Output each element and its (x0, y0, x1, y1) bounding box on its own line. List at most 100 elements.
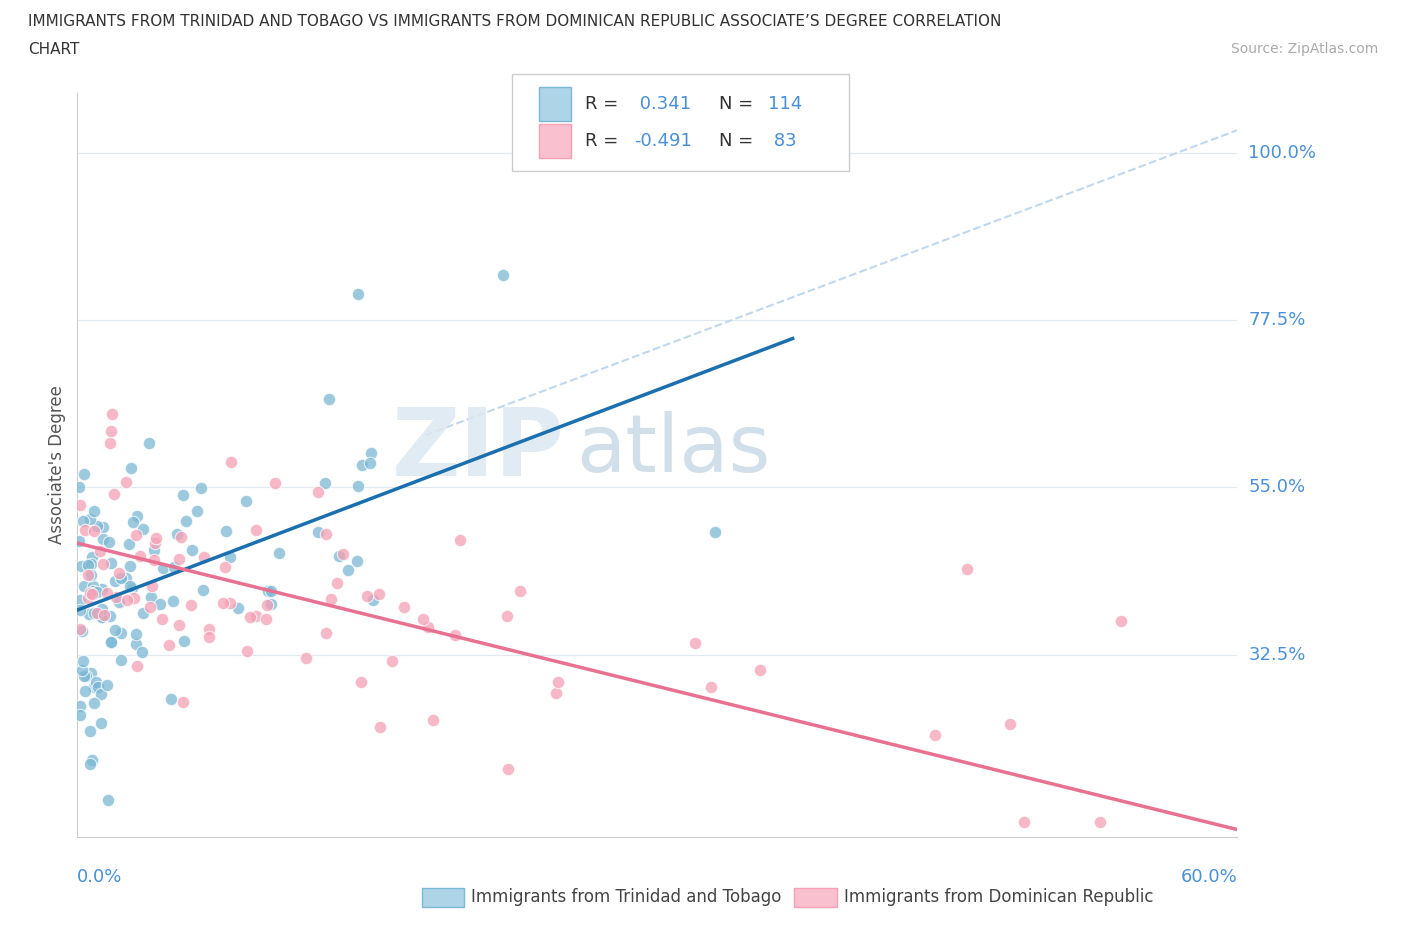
Point (80, 587, 103, 602)
Point (79, 586, 101, 601)
Point (449, 532, 471, 547)
Point (169, 618, 191, 632)
Text: N =: N = (718, 95, 759, 113)
Point (219, 596, 242, 611)
Point (73, 523, 96, 538)
Point (90, 686, 112, 701)
Point (347, 287, 370, 302)
Point (198, 621, 221, 636)
Point (315, 626, 337, 641)
Point (492, 268, 515, 283)
Point (173, 633, 195, 648)
Point (186, 504, 208, 519)
Point (108, 565, 131, 580)
Point (84, 674, 107, 689)
Point (69, 603, 91, 618)
Point (101, 406, 124, 421)
Point (263, 475, 285, 490)
Point (214, 560, 236, 575)
Point (359, 456, 381, 471)
Point (80, 556, 103, 571)
Point (139, 599, 162, 614)
Point (544, 685, 567, 700)
Point (924, 727, 946, 742)
Point (326, 576, 349, 591)
Text: 114: 114 (768, 95, 801, 113)
Point (90, 609, 112, 624)
Point (1012, 815, 1035, 830)
Point (172, 487, 194, 502)
Point (125, 659, 148, 674)
FancyBboxPatch shape (538, 87, 571, 121)
Point (118, 558, 141, 573)
Point (86, 518, 108, 533)
Point (139, 590, 162, 604)
Point (167, 551, 190, 566)
Point (356, 589, 378, 604)
Point (121, 580, 143, 595)
Point (69, 622, 91, 637)
Point (110, 571, 132, 586)
Point (70, 559, 93, 574)
Point (97, 792, 120, 807)
Point (495, 608, 517, 623)
Point (174, 513, 197, 528)
Point (91, 519, 114, 534)
Point (110, 625, 132, 640)
Point (100, 556, 122, 571)
Point (83, 605, 105, 620)
Point (547, 675, 569, 690)
Point (80, 567, 103, 582)
Point (83, 680, 105, 695)
Point (73, 669, 96, 684)
Point (412, 612, 434, 627)
Point (91, 531, 114, 546)
Point (75, 684, 97, 698)
Point (98, 435, 121, 450)
Point (120, 461, 142, 476)
Point (70, 663, 93, 678)
Point (352, 458, 374, 472)
Point (132, 605, 155, 620)
Point (267, 546, 290, 561)
Point (260, 597, 283, 612)
Point (350, 674, 373, 689)
Point (163, 559, 186, 574)
Point (125, 636, 148, 651)
Text: R =: R = (585, 132, 624, 151)
Point (239, 610, 262, 625)
Point (360, 445, 382, 460)
Point (159, 637, 181, 652)
Point (319, 591, 342, 606)
Point (115, 592, 138, 607)
Point (77, 591, 100, 606)
Point (337, 563, 360, 578)
Point (83, 696, 105, 711)
Point (69, 593, 91, 608)
Point (100, 634, 122, 649)
Text: CHART: CHART (28, 42, 80, 57)
Point (105, 590, 128, 604)
Point (235, 644, 257, 658)
Point (77, 557, 100, 572)
Text: 55.0%: 55.0% (1249, 478, 1306, 497)
Point (100, 423, 122, 438)
Point (132, 522, 155, 537)
Point (96, 586, 118, 601)
Text: Source: ZipAtlas.com: Source: ZipAtlas.com (1230, 42, 1378, 56)
Point (73, 467, 96, 482)
Point (314, 475, 336, 490)
Text: ZIP: ZIP (392, 405, 565, 496)
Point (212, 596, 235, 611)
Point (82, 752, 104, 767)
Point (98, 535, 121, 550)
FancyBboxPatch shape (512, 74, 849, 171)
Point (191, 582, 214, 597)
Point (346, 553, 368, 568)
Point (1000, 716, 1022, 731)
Point (90, 601, 112, 616)
Point (226, 601, 249, 616)
Point (193, 550, 215, 565)
Point (86, 605, 108, 620)
Point (100, 635, 122, 650)
